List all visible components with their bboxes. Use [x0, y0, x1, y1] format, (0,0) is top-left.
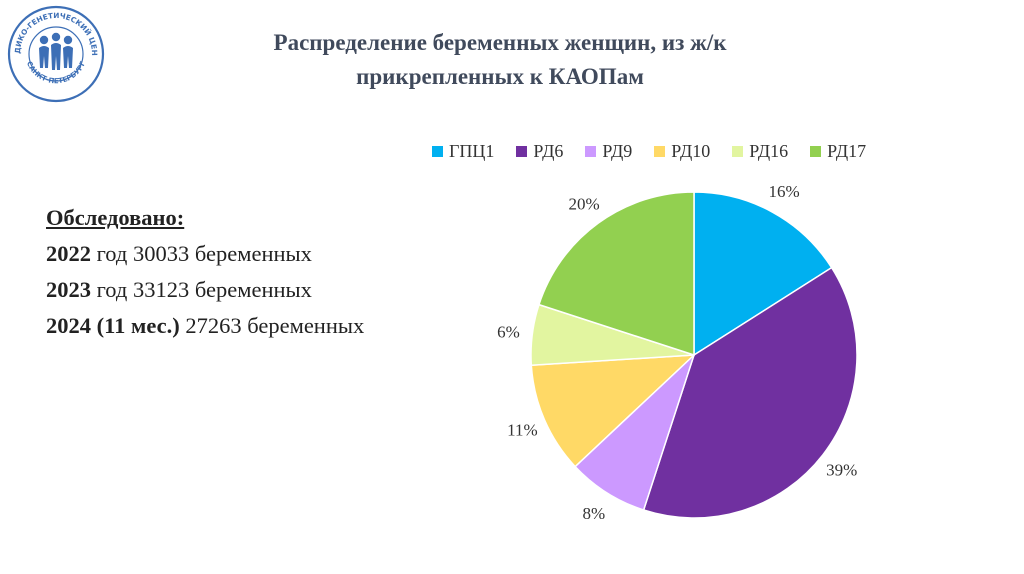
legend-label: РД9: [602, 140, 633, 161]
title-line-1: Распределение беременных женщин, из ж/к: [273, 30, 727, 55]
data-label: 8%: [582, 504, 605, 523]
legend-label: ГПЦ1: [449, 140, 495, 161]
legend-item: РД6: [516, 141, 563, 162]
pie-slice-рд10: [530, 354, 697, 468]
chart-legend: ГПЦ1 РД6 РД9 РД10 РД16 РД17: [432, 140, 888, 162]
stats-text: 27263 беременных: [179, 313, 365, 338]
stats-text: год 30033 беременных: [91, 241, 312, 266]
legend-swatch: [432, 145, 443, 157]
legend-label: РД6: [533, 140, 564, 161]
stats-year: 2024 (11 мес.): [46, 313, 180, 338]
medical-genetic-center-logo: МЕДИКО-ГЕНЕТИЧЕСКИЙ ЦЕНТР САНКТ-ПЕТЕРБУР…: [6, 4, 105, 103]
title-line-2: прикрепленных к КАОПам: [356, 64, 644, 89]
legend-item: РД9: [585, 141, 632, 162]
legend-swatch: [516, 145, 528, 157]
legend-item: ГПЦ1: [432, 141, 494, 162]
stats-year: 2022: [46, 241, 91, 266]
legend-swatch: [732, 145, 744, 157]
legend-label: РД17: [827, 140, 867, 161]
data-label: 6%: [497, 323, 520, 342]
pie-slice-гпц1: [693, 191, 833, 357]
legend-item: РД17: [810, 141, 866, 162]
legend-item: РД10: [654, 141, 710, 162]
pie-chart: 16% 39% 8% 11% 6% 20%: [497, 182, 858, 523]
stats-row-2024: 2024 (11 мес.) 27263 беременных: [46, 308, 364, 344]
legend-swatch: [654, 145, 666, 157]
stats-heading: Обследовано:: [46, 205, 185, 230]
legend-swatch: [585, 145, 597, 157]
data-label: 20%: [568, 195, 599, 214]
pie-slice-рд17: [538, 191, 695, 357]
data-label: 16%: [769, 182, 800, 201]
legend-item: РД16: [732, 141, 788, 162]
legend-label: РД16: [749, 140, 789, 161]
page-title: Распределение беременных женщин, из ж/к …: [180, 26, 820, 94]
data-label: 39%: [826, 461, 857, 480]
pie-slice-рд6: [642, 266, 858, 519]
stats-year: 2023: [46, 277, 91, 302]
stats-text: год 33123 беременных: [91, 277, 312, 302]
data-label: 11%: [507, 420, 538, 439]
logo-text-bottom: САНКТ-ПЕТЕРБУРГ: [25, 60, 87, 86]
survey-stats: Обследовано: 2022 год 30033 беременных 2…: [46, 200, 364, 344]
legend-label: РД10: [671, 140, 711, 161]
stats-row-2022: 2022 год 30033 беременных: [46, 236, 364, 272]
svg-text:САНКТ-ПЕТЕРБУРГ: САНКТ-ПЕТЕРБУРГ: [25, 60, 87, 86]
legend-swatch: [810, 145, 822, 157]
stats-row-2023: 2023 год 33123 беременных: [46, 272, 364, 308]
